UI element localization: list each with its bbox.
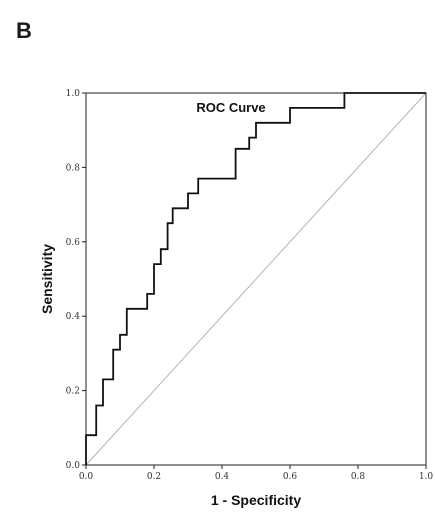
- x-tick-label: 0.2: [147, 472, 161, 482]
- panel-label: B: [16, 18, 32, 43]
- x-tick-label: 1.0: [419, 472, 434, 482]
- reference-line-layer: [85, 92, 427, 466]
- plot-frame: [85, 92, 427, 466]
- y-tick-label: 0.4: [66, 312, 81, 322]
- chart-title: ROC Curve: [196, 100, 265, 115]
- x-axis-title: 1 - Specificity: [211, 492, 301, 508]
- x-tick-label: 0.0: [79, 472, 94, 482]
- y-tick-label: 0.8: [66, 163, 81, 173]
- y-axis-title: Sensitivity: [39, 244, 55, 314]
- y-axis-ticks: 0.0 0.2 0.4 0.6 0.8 1.0: [66, 89, 86, 471]
- x-tick-label: 0.8: [351, 472, 366, 482]
- x-axis-ticks: 0.0 0.2 0.4 0.6 0.8 1.0: [79, 465, 434, 482]
- roc-curve-line: [85, 92, 426, 465]
- y-tick-label: 0.6: [66, 238, 81, 248]
- x-tick-label: 0.6: [283, 472, 298, 482]
- y-tick-label: 0.0: [66, 461, 81, 471]
- y-tick-label: 1.0: [66, 89, 81, 99]
- roc-curve-layer: [85, 92, 426, 465]
- x-tick-label: 0.4: [215, 472, 230, 482]
- y-tick-label: 0.2: [66, 387, 80, 397]
- reference-diagonal-line: [85, 92, 427, 466]
